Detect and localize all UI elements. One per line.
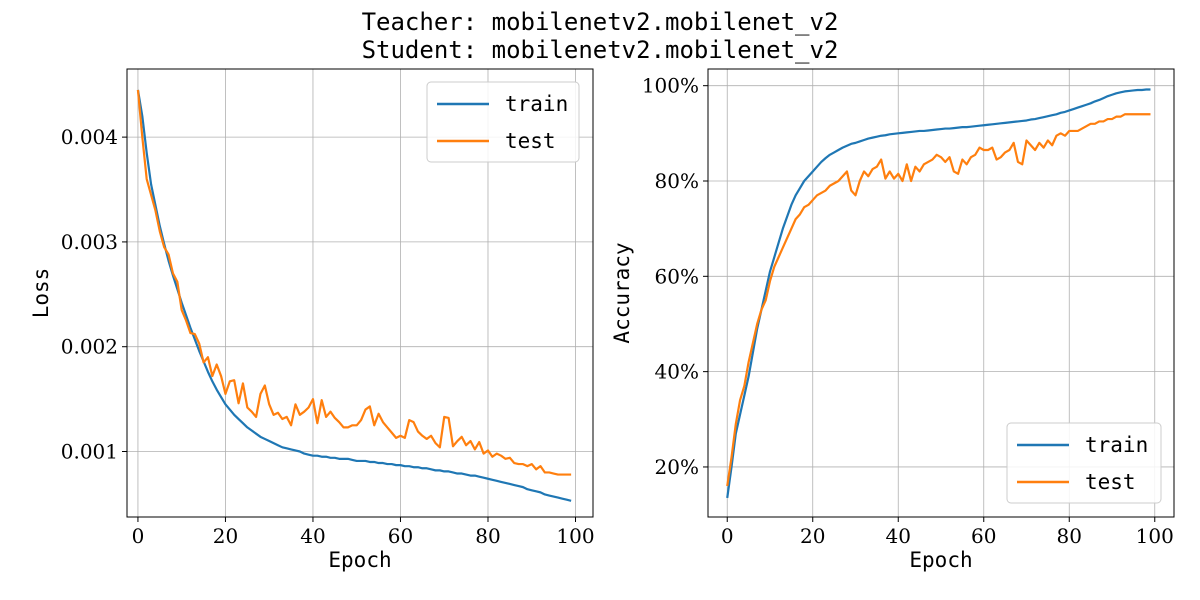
accuracy-axes-frame bbox=[707, 68, 1175, 518]
accuracy-x-tick-label: 60 bbox=[971, 524, 996, 548]
loss-plot: 0 20 40 60 80 100 0.001 0.002 0.003 0.004 Epoch Los… bbox=[29, 68, 595, 572]
accuracy-y-tick-label: 40% bbox=[655, 360, 699, 384]
accuracy-x-tick-label: 20 bbox=[800, 524, 825, 548]
accuracy-x-tick-label: 0 bbox=[721, 524, 734, 548]
accuracy-plot: 0 20 40 60 80 100 20% 40% 60% 80% 100% Epoch Accurac… bbox=[610, 68, 1175, 572]
accuracy-series-train-line bbox=[726, 88, 1151, 499]
loss-x-tick-label: 20 bbox=[213, 524, 238, 548]
accuracy-legend-label-test: test bbox=[1085, 470, 1136, 494]
loss-x-axis-label: Epoch bbox=[328, 548, 391, 572]
loss-y-axis-label: Loss bbox=[29, 268, 53, 319]
accuracy-y-tick-label: 80% bbox=[655, 169, 699, 193]
accuracy-y-tick-label: 60% bbox=[655, 264, 699, 288]
loss-x-tick-label: 60 bbox=[388, 524, 413, 548]
loss-legend-label-test: test bbox=[505, 129, 556, 153]
accuracy-y-tick-label: 100% bbox=[642, 74, 699, 98]
loss-x-tick-label: 80 bbox=[475, 524, 500, 548]
accuracy-x-tick-label: 100 bbox=[1136, 524, 1174, 548]
accuracy-x-tick-label: 80 bbox=[1057, 524, 1082, 548]
loss-x-tick-label: 100 bbox=[556, 524, 594, 548]
accuracy-x-axis-label: Epoch bbox=[909, 548, 972, 572]
loss-x-tick-label: 40 bbox=[300, 524, 325, 548]
accuracy-series-test-line bbox=[726, 113, 1151, 487]
accuracy-x-tick-label: 40 bbox=[886, 524, 911, 548]
loss-y-tick-label: 0.002 bbox=[61, 335, 118, 359]
loss-series-test-line bbox=[136, 89, 572, 476]
accuracy-y-tick-label: 20% bbox=[655, 455, 699, 479]
loss-series-train-line bbox=[136, 89, 572, 502]
accuracy-y-axis-label: Accuracy bbox=[610, 242, 634, 343]
accuracy-legend-label-train: train bbox=[1085, 433, 1148, 457]
loss-legend-label-train: train bbox=[505, 92, 568, 116]
loss-y-tick-label: 0.003 bbox=[61, 230, 118, 254]
figure-title-line-1: Teacher: mobilenetv2.mobilenet_v2 bbox=[362, 8, 839, 36]
loss-y-tick-label: 0.001 bbox=[61, 440, 118, 464]
loss-axes-frame bbox=[126, 68, 594, 518]
loss-y-tick-label: 0.004 bbox=[61, 125, 118, 149]
figure-title-line-2: Student: mobilenetv2.mobilenet_v2 bbox=[362, 36, 839, 64]
loss-x-tick-label: 0 bbox=[132, 524, 145, 548]
